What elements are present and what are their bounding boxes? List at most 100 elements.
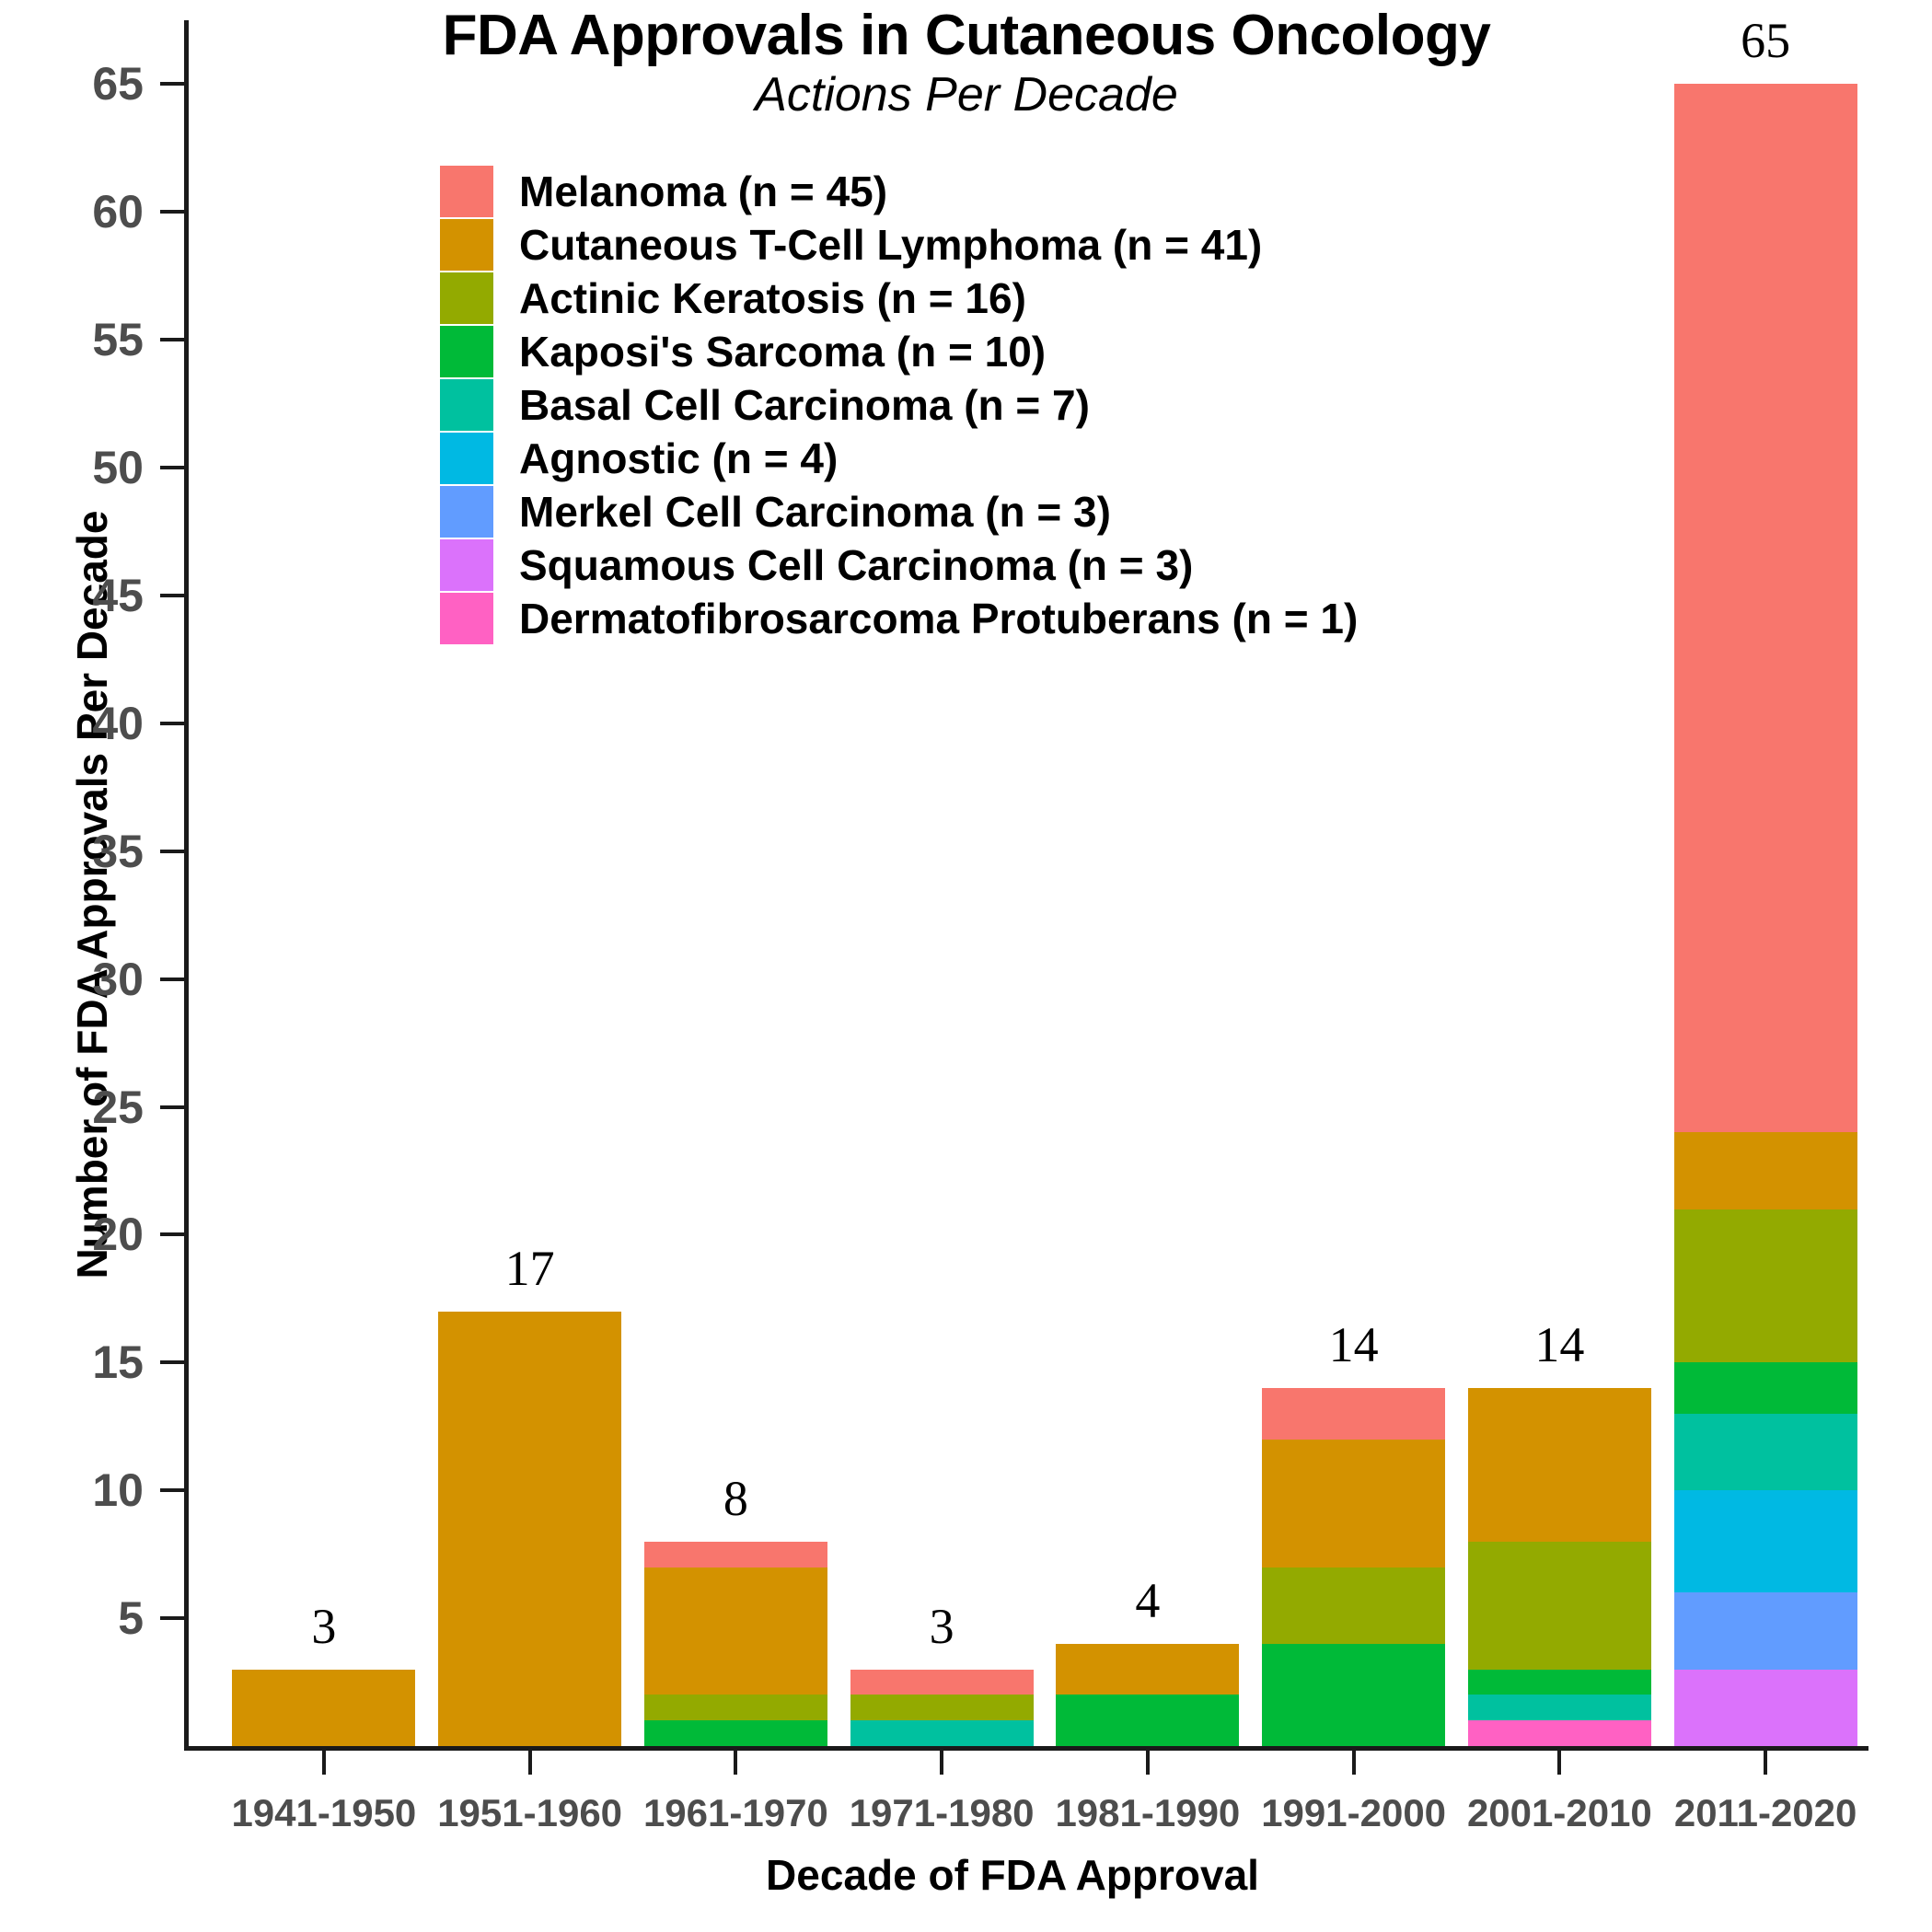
chart-legend: Melanoma (n = 45) Cutaneous T-Cell Lympho…: [440, 165, 1358, 645]
bar-segment[interactable]: [850, 1695, 1034, 1721]
bar-1961-1970[interactable]: [643, 1541, 827, 1746]
y-axis-tick-label: 45: [92, 570, 144, 621]
bar-segment[interactable]: [643, 1541, 827, 1568]
bar-2001-2010[interactable]: [1467, 1388, 1651, 1746]
bar-segment[interactable]: [1467, 1720, 1651, 1746]
bar-segment[interactable]: [1467, 1388, 1651, 1542]
bar-segment[interactable]: [1262, 1439, 1446, 1568]
bar-total-label: 14: [1328, 1317, 1379, 1373]
bar-1971-1980[interactable]: [850, 1669, 1034, 1746]
legend-swatch-icon: [440, 272, 493, 324]
y-axis-tick-label: 60: [92, 186, 144, 238]
y-axis-tick: [160, 1360, 184, 1365]
x-axis-tick-label: 1951-1960: [437, 1791, 623, 1834]
x-axis-tick-label: 1981-1990: [1055, 1791, 1241, 1834]
bar-1951-1960[interactable]: [438, 1311, 622, 1746]
x-axis-tick: [321, 1751, 326, 1775]
y-axis-tick-label: 5: [118, 1592, 144, 1645]
legend-item-agnostic[interactable]: Agnostic (n = 4): [440, 432, 1358, 485]
bar-segment[interactable]: [850, 1720, 1034, 1746]
y-axis-tick-label: 15: [92, 1336, 144, 1389]
legend-swatch-icon: [440, 326, 493, 377]
bar-1941-1950[interactable]: [232, 1669, 416, 1746]
y-axis-tick-label: 50: [92, 442, 144, 494]
legend-item-label: Squamous Cell Carcinoma (n = 3): [519, 541, 1194, 589]
bar-total-label: 4: [1135, 1572, 1161, 1628]
y-axis-tick: [160, 210, 184, 214]
bar-segment[interactable]: [1467, 1541, 1651, 1670]
bar-segment[interactable]: [1262, 1567, 1446, 1644]
legend-item-cutaneous-t-cell-lymphoma[interactable]: Cutaneous T-Cell Lymphoma (n = 41): [440, 218, 1358, 272]
y-axis-tick: [160, 466, 184, 470]
y-axis-tick: [160, 849, 184, 853]
bar-segment[interactable]: [1673, 1209, 1857, 1363]
legend-swatch-icon: [440, 379, 493, 431]
x-axis-tick: [1145, 1751, 1150, 1775]
y-axis-tick-label: 55: [92, 314, 144, 366]
bar-segment[interactable]: [1056, 1695, 1240, 1746]
bar-segment[interactable]: [1673, 84, 1857, 1133]
x-axis-tick: [1764, 1751, 1768, 1775]
bar-segment[interactable]: [1673, 1669, 1857, 1746]
y-axis-tick: [160, 338, 184, 342]
bar-segment[interactable]: [1056, 1643, 1240, 1695]
bar-1981-1990[interactable]: [1056, 1643, 1240, 1746]
legend-item-kaposi-s-sarcoma[interactable]: Kaposi's Sarcoma (n = 10): [440, 325, 1358, 378]
bar-total-label: 3: [929, 1598, 954, 1654]
bar-segment[interactable]: [1673, 1362, 1857, 1414]
legend-swatch-icon: [440, 593, 493, 644]
bar-total-label: 3: [311, 1598, 337, 1654]
bar-segment[interactable]: [1262, 1643, 1446, 1746]
legend-item-melanoma[interactable]: Melanoma (n = 45): [440, 165, 1358, 218]
x-axis-tick: [940, 1751, 944, 1775]
legend-swatch-icon: [440, 433, 493, 484]
bar-segment[interactable]: [643, 1695, 827, 1721]
bar-segment[interactable]: [438, 1311, 622, 1746]
bar-segment[interactable]: [850, 1669, 1034, 1695]
legend-item-actinic-keratosis[interactable]: Actinic Keratosis (n = 16): [440, 272, 1358, 325]
x-axis-tick-label: 1971-1980: [849, 1791, 1035, 1834]
legend-item-label: Actinic Keratosis (n = 16): [519, 274, 1026, 322]
legend-swatch-icon: [440, 539, 493, 591]
legend-item-label: Cutaneous T-Cell Lymphoma (n = 41): [519, 221, 1263, 269]
bar-segment[interactable]: [1673, 1490, 1857, 1593]
y-axis-tick: [160, 594, 184, 597]
legend-item-basal-cell-carcinoma[interactable]: Basal Cell Carcinoma (n = 7): [440, 378, 1358, 432]
bar-segment[interactable]: [1467, 1695, 1651, 1721]
x-axis-tick-label: 2001-2010: [1466, 1791, 1652, 1834]
bar-segment[interactable]: [1673, 1132, 1857, 1209]
bar-segment[interactable]: [643, 1720, 827, 1746]
legend-item-merkel-cell-carcinoma[interactable]: Merkel Cell Carcinoma (n = 3): [440, 485, 1358, 538]
x-axis-tick-label: 1991-2000: [1261, 1791, 1447, 1834]
y-axis-tick: [160, 1616, 184, 1621]
plot-panel: 3 17 8 3 4 14 14 65 5 10 15 20 25 30 35 40 45 50 55 60 65 19…: [92, 13, 1868, 1834]
y-axis-tick: [160, 1488, 184, 1493]
x-axis-tick: [1351, 1751, 1356, 1775]
bar-segment[interactable]: [1673, 1592, 1857, 1670]
legend-swatch-icon: [440, 219, 493, 271]
x-axis-line: [184, 1746, 1868, 1751]
bar-total-label: 14: [1534, 1317, 1585, 1373]
bar-1991-2000[interactable]: [1262, 1388, 1446, 1746]
legend-swatch-icon: [440, 486, 493, 538]
bar-segment[interactable]: [1467, 1669, 1651, 1695]
y-axis-line: [184, 20, 189, 1751]
bar-2011-2020[interactable]: [1673, 84, 1857, 1746]
y-axis-tick: [160, 82, 184, 87]
x-axis-tick-label: 2011-2020: [1673, 1791, 1857, 1834]
legend-item-label: Basal Cell Carcinoma (n = 7): [519, 381, 1090, 429]
x-axis-tick: [734, 1751, 738, 1775]
bar-segment[interactable]: [1673, 1413, 1857, 1491]
bar-segment[interactable]: [643, 1567, 827, 1695]
y-axis-tick: [160, 977, 184, 981]
x-axis-tick: [527, 1751, 532, 1775]
y-axis-tick-label: 20: [92, 1209, 144, 1261]
bar-segment[interactable]: [1262, 1388, 1446, 1440]
y-axis-tick: [160, 1232, 184, 1237]
legend-item-dermatofibrosarcoma-protuberans[interactable]: Dermatofibrosarcoma Protuberans (n = 1): [440, 592, 1358, 645]
x-axis-tick-label: 1941-1950: [231, 1791, 417, 1834]
bar-segment[interactable]: [232, 1669, 416, 1746]
legend-item-squamous-cell-carcinoma[interactable]: Squamous Cell Carcinoma (n = 3): [440, 538, 1358, 592]
y-axis-tick-label: 65: [92, 58, 144, 110]
